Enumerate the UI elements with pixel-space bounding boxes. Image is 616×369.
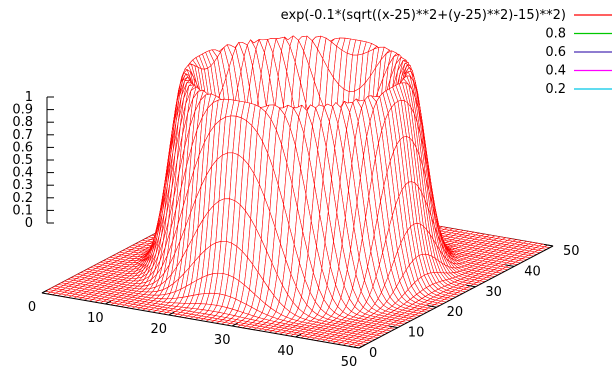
z-tick-label: 0.6 [12, 140, 33, 155]
z-tick-label: 0.1 [12, 203, 33, 218]
y-tick-mark [466, 284, 476, 288]
legend: exp(-0.1*(sqrt((x-25)**2+(y-25)**2)-15)*… [281, 8, 612, 97]
x-tick-label: 10 [87, 311, 104, 326]
x-axis-line [41, 292, 360, 349]
front-axes [41, 96, 554, 349]
z-tick-label: 0.3 [12, 178, 33, 193]
surface-mesh [41, 35, 554, 349]
x-tick-mark [358, 344, 365, 349]
tick-labels: 00.10.20.30.40.50.60.70.80.9101020304050… [12, 90, 579, 369]
z-tick-label: 0.2 [12, 191, 33, 206]
y-tick-label: 40 [524, 264, 541, 279]
z-tick-label: 0.4 [12, 166, 33, 181]
z-tick-label: 0.7 [12, 128, 33, 143]
x-tick-mark [231, 322, 238, 327]
y-tick-mark [388, 325, 398, 329]
x-tick-label: 40 [277, 344, 294, 359]
y-axis-line [358, 245, 554, 349]
x-tick-mark [168, 311, 175, 316]
y-tick-mark [427, 305, 437, 308]
y-tick-label: 50 [563, 244, 580, 259]
y-tick-mark [505, 264, 515, 267]
y-tick-label: 30 [485, 285, 502, 300]
y-tick-label: 0 [369, 346, 377, 361]
y-tick-label: 10 [408, 326, 425, 341]
y-tick-mark [544, 243, 554, 247]
x-tick-label: 30 [214, 333, 231, 348]
x-tick-mark [295, 333, 302, 338]
legend-label: 0.6 [545, 45, 566, 60]
legend-label: exp(-0.1*(sqrt((x-25)**2+(y-25)**2)-15)*… [281, 8, 566, 23]
z-tick-label: 0 [25, 216, 33, 231]
x-tick-mark [105, 300, 112, 305]
z-tick-label: 1 [25, 90, 33, 105]
z-tick-label: 0.9 [12, 103, 33, 118]
z-tick-label: 0.8 [12, 115, 33, 130]
x-tick-label: 20 [151, 322, 168, 337]
y-tick-mark [350, 345, 360, 349]
legend-label: 0.2 [545, 82, 566, 97]
y-tick-label: 20 [447, 305, 464, 320]
x-tick-mark [41, 289, 48, 294]
x-tick-label: 50 [341, 355, 358, 369]
legend-label: 0.8 [545, 27, 566, 42]
x-tick-label: 0 [28, 300, 36, 315]
legend-label: 0.4 [545, 64, 566, 79]
z-tick-label: 0.5 [12, 153, 33, 168]
